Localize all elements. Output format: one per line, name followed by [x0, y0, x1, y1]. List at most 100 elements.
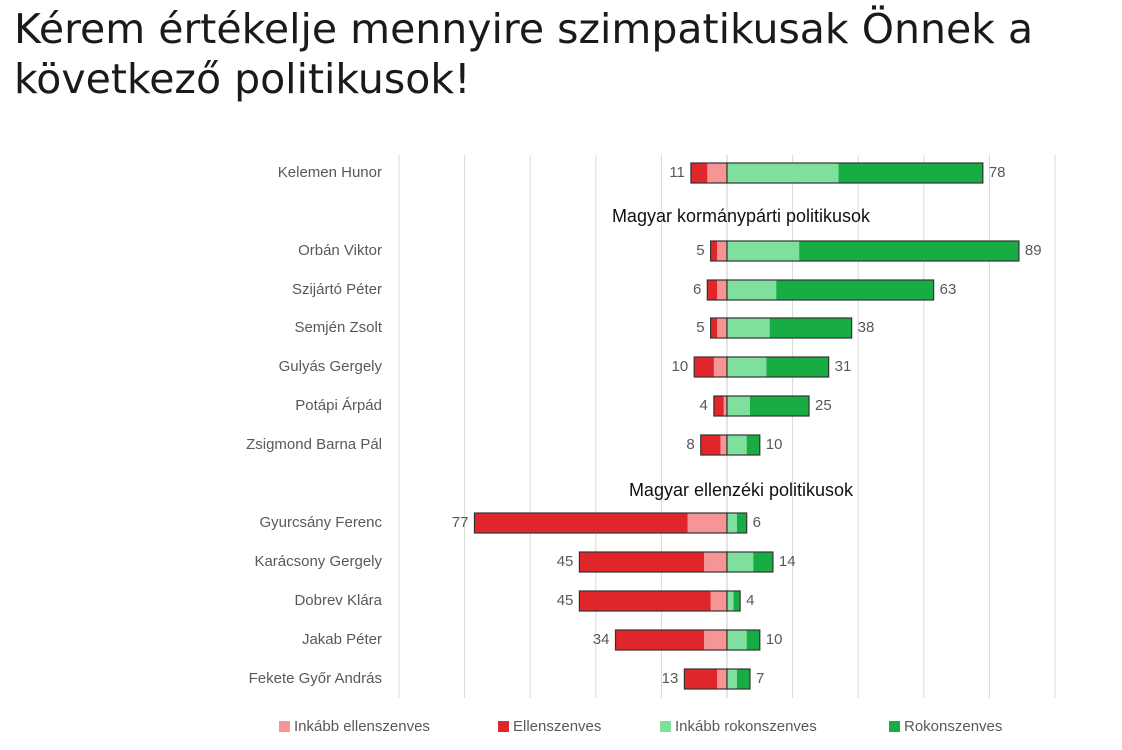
bar-ellenszenves: [684, 669, 718, 689]
bar-row: Dobrev Klára 45 4: [294, 590, 754, 612]
data-label-positive: 25: [815, 397, 832, 414]
data-label-negative: 10: [672, 358, 689, 375]
bar-positive-outline: [726, 668, 751, 690]
category-label: Jakab Péter: [302, 631, 382, 648]
category-label: Fekete Győr András: [249, 670, 382, 687]
legend: Inkább ellenszenves Ellenszenves Inkább ro…: [279, 718, 1002, 735]
bar-positive-outline: [726, 356, 830, 378]
data-label-positive: 14: [779, 553, 796, 570]
group-heading-2: Magyar ellenzéki politikusok: [629, 480, 854, 500]
bar-positive-outline: [726, 162, 984, 184]
bar-rokonszenves: [736, 513, 747, 533]
data-label-negative: 6: [693, 281, 701, 298]
bar-row: Orbán Viktor 5 89: [298, 240, 1042, 262]
data-label-negative: 45: [557, 553, 574, 570]
bar-rokonszenves: [753, 552, 773, 572]
category-label: Gulyás Gergely: [279, 358, 383, 375]
category-label: Zsigmond Barna Pál: [246, 436, 382, 453]
data-label-positive: 4: [746, 592, 754, 609]
bar-positive-outline: [726, 512, 748, 534]
bar-inkabb-ellenszenves: [707, 163, 727, 183]
bar-rokonszenves: [799, 241, 1019, 261]
bar-inkabb-rokonszenves: [727, 163, 839, 183]
bar-row: Szijártó Péter 6 63: [292, 279, 957, 301]
slide-title-line-2: következő politikusok!: [14, 55, 471, 103]
bar-ellenszenves: [700, 435, 721, 455]
data-label-positive: 31: [835, 358, 852, 375]
bar-positive-outline: [726, 279, 935, 301]
data-label-positive: 78: [989, 164, 1006, 181]
bar-row: Kelemen Hunor 11 78: [278, 162, 1006, 184]
bar-positive-outline: [726, 317, 853, 339]
bar-inkabb-rokonszenves: [727, 435, 747, 455]
bar-rokonszenves: [749, 396, 809, 416]
bar-row: Jakab Péter 34 10: [302, 629, 783, 651]
category-label: Karácsony Gergely: [254, 553, 382, 570]
bar-positive-outline: [726, 240, 1020, 262]
data-label-negative: 77: [452, 514, 469, 531]
bar-ellenszenves: [694, 357, 714, 377]
legend-item: Rokonszenves: [889, 718, 1002, 735]
data-label-positive: 63: [940, 281, 957, 298]
bar-inkabb-ellenszenves: [717, 669, 727, 689]
bar-ellenszenves: [474, 513, 688, 533]
bar-rokonszenves: [746, 630, 760, 650]
bar-row: Potápi Árpád 4 25: [295, 395, 832, 417]
legend-swatch: [498, 721, 509, 732]
slide-title-line-1: Kérem értékelje mennyire szimpatikusak Ö…: [14, 5, 1034, 53]
bar-row: Karácsony Gergely 45 14: [254, 551, 796, 573]
bar-ellenszenves: [710, 318, 718, 338]
bar-inkabb-rokonszenves: [727, 396, 750, 416]
bar-inkabb-ellenszenves: [720, 435, 727, 455]
bar-rokonszenves: [769, 318, 852, 338]
bar-inkabb-ellenszenves: [704, 552, 727, 572]
legend-item: Inkább rokonszenves: [660, 718, 817, 735]
bar-inkabb-ellenszenves: [687, 513, 727, 533]
legend-swatch: [889, 721, 900, 732]
legend-label: Rokonszenves: [904, 718, 1002, 735]
bar-row: Gyurcsány Ferenc 77 6: [259, 512, 761, 534]
bar-inkabb-ellenszenves: [713, 357, 727, 377]
data-label-negative: 11: [669, 164, 685, 181]
bar-inkabb-rokonszenves: [727, 513, 737, 533]
bar-row: Semjén Zsolt 5 38: [294, 317, 874, 339]
bar-inkabb-ellenszenves: [704, 630, 727, 650]
category-label: Orbán Viktor: [298, 242, 382, 259]
bar-rokonszenves: [736, 669, 750, 689]
data-label-positive: 10: [766, 436, 783, 453]
bar-rokonszenves: [746, 435, 760, 455]
data-label-positive: 6: [753, 514, 761, 531]
data-label-negative: 34: [593, 631, 610, 648]
bar-row: Fekete Győr András 13 7: [249, 668, 764, 690]
bar-inkabb-ellenszenves: [723, 396, 727, 416]
bar-inkabb-rokonszenves: [727, 318, 770, 338]
bar-ellenszenves: [690, 163, 708, 183]
data-label-positive: 89: [1025, 242, 1042, 259]
data-label-negative: 5: [696, 319, 704, 336]
group-heading-1: Magyar kormánypárti politikusok: [612, 206, 871, 226]
bar-inkabb-ellenszenves: [717, 280, 727, 300]
data-label-negative: 4: [700, 397, 708, 414]
legend-label: Inkább rokonszenves: [675, 718, 817, 735]
bar-ellenszenves: [713, 396, 724, 416]
bar-inkabb-rokonszenves: [727, 280, 777, 300]
bar-inkabb-rokonszenves: [727, 241, 800, 261]
category-label: Potápi Árpád: [295, 397, 382, 414]
data-label-positive: 10: [766, 631, 783, 648]
bar-inkabb-rokonszenves: [727, 357, 767, 377]
bar-row: Gulyás Gergely 10 31: [279, 356, 852, 378]
bar-rokonszenves: [733, 591, 741, 611]
data-label-negative: 13: [662, 670, 679, 687]
category-label: Dobrev Klára: [294, 592, 382, 609]
bar-inkabb-ellenszenves: [717, 241, 727, 261]
bar-inkabb-rokonszenves: [727, 669, 737, 689]
bar-inkabb-rokonszenves: [727, 552, 754, 572]
slide-title: Kérem értékelje mennyire szimpatikusak Ö…: [14, 4, 1114, 104]
data-label-positive: 7: [756, 670, 764, 687]
bar-ellenszenves: [579, 552, 705, 572]
legend-item: Ellenszenves: [498, 718, 601, 735]
legend-label: Ellenszenves: [513, 718, 601, 735]
category-label: Gyurcsány Ferenc: [259, 514, 382, 531]
bar-row: Zsigmond Barna Pál 8 10: [246, 434, 783, 456]
